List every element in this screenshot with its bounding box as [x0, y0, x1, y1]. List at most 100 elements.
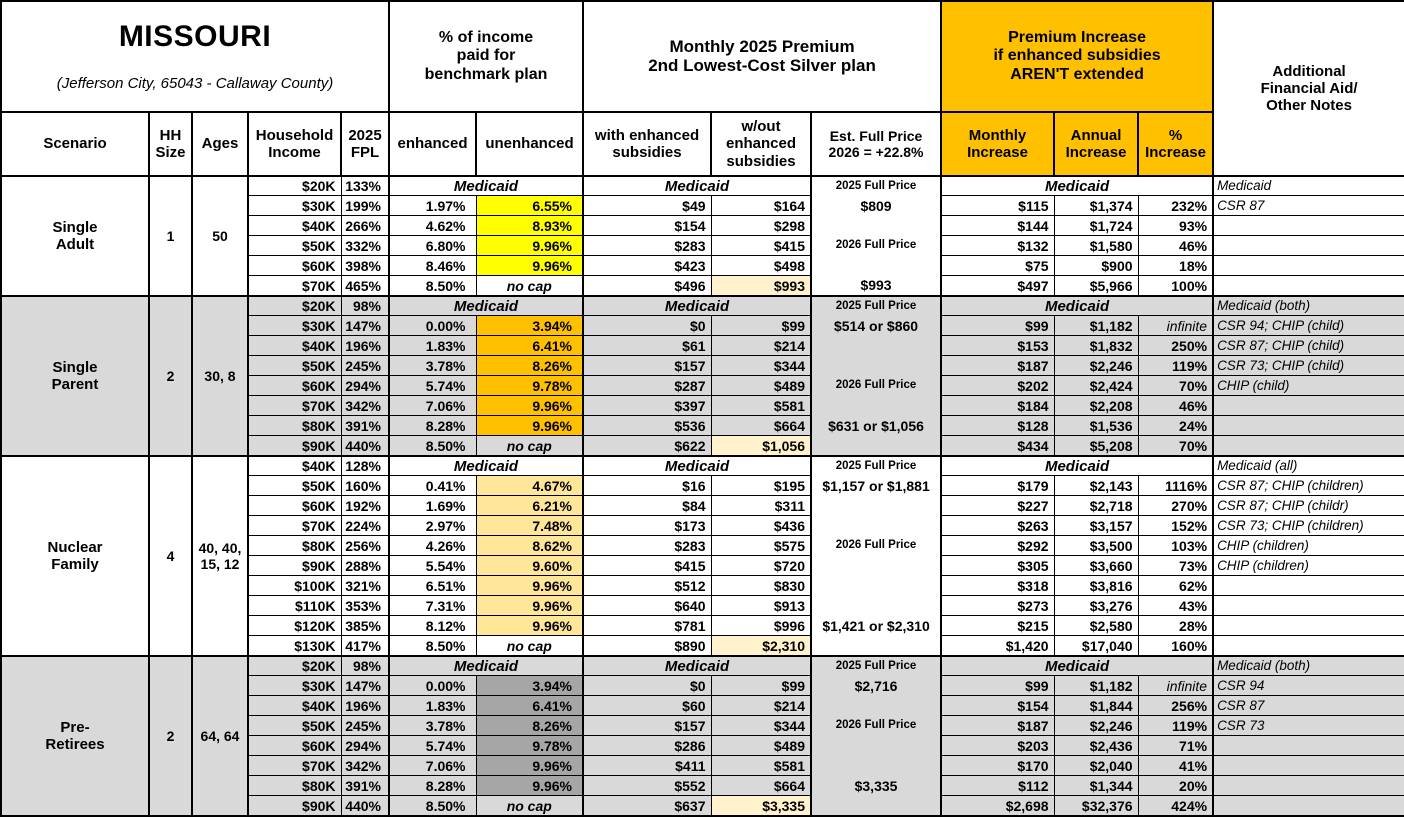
cell-est-full-price — [810, 795, 943, 816]
cell-annual-increase: $5,966 — [1053, 275, 1139, 297]
cell-monthly-increase: $434 — [940, 435, 1055, 457]
cell-fpl: 160% — [340, 475, 390, 497]
table-row: $50K 245% 3.78% 8.26% $157 $344 2026 Full Pric… — [1, 715, 1404, 737]
title-block: MISSOURI (Jefferson City, 65043 - Callaw… — [0, 0, 390, 113]
cell-pct-increase: 70% — [1137, 435, 1215, 457]
cell-unenhanced-pct: 9.96% — [475, 755, 585, 777]
cell-enhanced-pct: 1.97% — [388, 195, 477, 217]
cell-with-subsidies: $512 — [582, 575, 712, 597]
group-header-premium-increase: Premium Increase if enhanced subsidies A… — [940, 0, 1215, 113]
cell-notes — [1212, 735, 1404, 757]
cell-enhanced-pct: 1.83% — [388, 335, 477, 357]
cell-enhanced-pct: 5.74% — [388, 375, 477, 397]
cell-annual-increase: $3,276 — [1053, 595, 1139, 617]
cell-unenhanced-pct: 6.41% — [475, 335, 585, 357]
table-row: $80K 256% 4.26% 8.62% $283 $575 2026 Full Pric… — [1, 535, 1404, 557]
cell-est-full-price: $993 — [810, 275, 943, 296]
cell-income: $110K — [247, 595, 342, 617]
table-row: $30K 199% 1.97% 6.55% $49 $164 $809 $115 $1,374 2… — [1, 195, 1404, 217]
ages: 30, 8 — [191, 294, 249, 457]
cell-without-subsidies: $581 — [710, 395, 813, 417]
cell-income: $80K — [247, 535, 342, 557]
table-row: $60K 398% 8.46% 9.96% $423 $498 $75 $900 18% — [1, 255, 1404, 277]
table-row: $40K 266% 4.62% 8.93% $154 $298 $144 $1,724 93% — [1, 215, 1404, 237]
cell-without-subsidies: $1,056 — [710, 435, 813, 457]
household-size: 1 — [148, 174, 193, 297]
cell-notes: CSR 94; CHIP (child) — [1212, 315, 1404, 337]
cell-est-full-price: $2,716 — [810, 675, 943, 696]
ages: 64, 64 — [191, 654, 249, 817]
cell-income: $30K — [247, 195, 342, 217]
cell-est-full-price — [810, 435, 943, 456]
cell-enhanced-pct: 7.06% — [388, 755, 477, 777]
cell-annual-increase: $2,208 — [1053, 395, 1139, 417]
cell-est-full-price — [810, 495, 943, 516]
cell-income: $40K — [247, 335, 342, 357]
medicaid-merged-increase: Medicaid — [940, 454, 1215, 477]
cell-notes: CSR 87 — [1212, 195, 1404, 217]
cell-fpl: 385% — [340, 615, 390, 637]
cell-without-subsidies: $830 — [710, 575, 813, 597]
cell-without-subsidies: $664 — [710, 415, 813, 437]
cell-with-subsidies: $536 — [582, 415, 712, 437]
cell-income: $60K — [247, 375, 342, 397]
cell-notes — [1212, 215, 1404, 237]
medicaid-merged-benchmark: Medicaid — [388, 174, 585, 197]
col-header-scenario: Scenario — [0, 110, 150, 177]
cell-monthly-increase: $202 — [940, 375, 1055, 397]
col-header-notes: Additional Financial Aid/ Other Notes — [1212, 0, 1404, 177]
table-row: $70K 342% 7.06% 9.96% $411 $581 $170 $2,040 41% — [1, 755, 1404, 777]
cell-income: $40K — [247, 695, 342, 717]
cell-annual-increase: $1,182 — [1053, 675, 1139, 697]
scenario-name: Pre- Retirees — [0, 654, 150, 817]
cell-notes — [1212, 415, 1404, 437]
cell-income: $50K — [247, 715, 342, 737]
cell-monthly-increase: $179 — [940, 475, 1055, 497]
cell-monthly-increase: $497 — [940, 275, 1055, 297]
cell-fpl: 294% — [340, 735, 390, 757]
cell-pct-increase: infinite — [1137, 315, 1215, 337]
cell-annual-increase: $2,143 — [1053, 475, 1139, 497]
cell-fpl: 440% — [340, 795, 390, 817]
cell-pct-increase: infinite — [1137, 675, 1215, 697]
cell-pct-increase: 103% — [1137, 535, 1215, 557]
cell-with-subsidies: $423 — [582, 255, 712, 277]
cell-with-subsidies: $60 — [582, 695, 712, 717]
cell-fpl: 417% — [340, 635, 390, 657]
cell-income: $40K — [247, 215, 342, 237]
cell-notes: CSR 87; CHIP (children) — [1212, 475, 1404, 497]
cell-without-subsidies: $720 — [710, 555, 813, 577]
cell-enhanced-pct: 8.46% — [388, 255, 477, 277]
cell-est-full-price: 2026 Full Price — [810, 235, 943, 256]
cell-enhanced-pct: 8.12% — [388, 615, 477, 637]
cell-fpl: 342% — [340, 755, 390, 777]
cell-with-subsidies: $781 — [582, 615, 712, 637]
cell-notes: CSR 87 — [1212, 695, 1404, 717]
cell-enhanced-pct: 6.51% — [388, 575, 477, 597]
cell-without-subsidies: $2,310 — [710, 635, 813, 657]
medicaid-merged-benchmark: Medicaid — [388, 294, 585, 317]
cell-unenhanced-pct: 9.96% — [475, 415, 585, 437]
cell-with-subsidies: $0 — [582, 315, 712, 337]
cell-fpl: 133% — [340, 174, 390, 197]
col-header-unenhanced: unenhanced — [474, 110, 585, 177]
cell-fpl: 98% — [340, 294, 390, 317]
cell-notes — [1212, 255, 1404, 277]
cell-unenhanced-pct: no cap — [475, 435, 585, 457]
cell-unenhanced-pct: no cap — [475, 795, 585, 817]
cell-income: $70K — [247, 515, 342, 537]
cell-est-full-price: 2026 Full Price — [810, 715, 943, 736]
cell-monthly-increase: $132 — [940, 235, 1055, 257]
cell-fpl: 245% — [340, 715, 390, 737]
cell-fpl: 147% — [340, 315, 390, 337]
cell-income: $50K — [247, 355, 342, 377]
cell-enhanced-pct: 3.78% — [388, 355, 477, 377]
cell-monthly-increase: $273 — [940, 595, 1055, 617]
cell-with-subsidies: $84 — [582, 495, 712, 517]
cell-est-full-price: $809 — [810, 195, 943, 216]
household-size: 2 — [148, 294, 193, 457]
cell-monthly-increase: $263 — [940, 515, 1055, 537]
cell-annual-increase: $2,436 — [1053, 735, 1139, 757]
cell-monthly-increase: $187 — [940, 715, 1055, 737]
cell-with-subsidies: $157 — [582, 715, 712, 737]
